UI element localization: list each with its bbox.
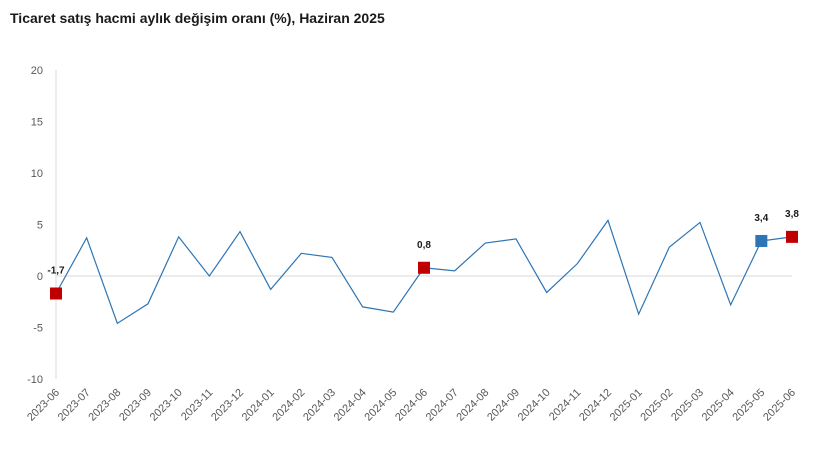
y-tick-label: 10 bbox=[31, 168, 43, 180]
x-tick-label: 2023-09 bbox=[117, 387, 154, 424]
data-label: 3,4 bbox=[754, 213, 768, 224]
x-tick-label: 2023-08 bbox=[86, 387, 123, 424]
x-tick-label: 2024-06 bbox=[393, 387, 430, 424]
x-tick-label: 2024-01 bbox=[240, 387, 277, 424]
highlight-marker bbox=[418, 261, 430, 274]
x-tick-label: 2025-01 bbox=[608, 387, 645, 424]
x-tick-label: 2023-06 bbox=[25, 387, 62, 424]
x-tick-label: 2024-09 bbox=[485, 387, 522, 424]
x-axis-ticks: 2023-062023-072023-082023-092023-102023-… bbox=[25, 387, 798, 424]
x-tick-label: 2024-12 bbox=[577, 387, 614, 424]
chart-title: Ticaret satış hacmi aylık değişim oranı … bbox=[10, 10, 385, 26]
data-label: 0,8 bbox=[417, 240, 431, 251]
y-tick-label: 20 bbox=[31, 65, 43, 77]
highlight-markers bbox=[50, 230, 798, 300]
y-tick-label: -10 bbox=[27, 374, 43, 386]
data-labels: -1,7 0,8 3,4 3,8 bbox=[47, 209, 799, 277]
x-tick-label: 2024-08 bbox=[454, 387, 491, 424]
x-tick-label: 2024-04 bbox=[332, 387, 369, 424]
highlight-marker bbox=[786, 230, 798, 243]
y-tick-label: 0 bbox=[37, 271, 43, 283]
x-tick-label: 2024-07 bbox=[424, 387, 461, 424]
x-tick-label: 2025-06 bbox=[761, 387, 798, 424]
y-axis-ticks: -10 -5 0 5 10 15 20 bbox=[27, 65, 43, 386]
x-tick-label: 2024-10 bbox=[516, 387, 553, 424]
x-tick-label: 2025-04 bbox=[700, 387, 737, 424]
x-tick-label: 2023-07 bbox=[56, 387, 93, 424]
y-tick-label: 15 bbox=[31, 117, 43, 129]
x-tick-label: 2023-10 bbox=[148, 387, 185, 424]
y-tick-label: -5 bbox=[33, 323, 43, 335]
x-tick-label: 2024-02 bbox=[270, 387, 307, 424]
data-label: 3,8 bbox=[785, 209, 799, 220]
x-tick-label: 2025-02 bbox=[638, 387, 675, 424]
x-tick-label: 2024-11 bbox=[547, 387, 583, 423]
y-tick-label: 5 bbox=[37, 220, 43, 232]
x-tick-label: 2023-12 bbox=[209, 387, 246, 424]
data-label: -1,7 bbox=[47, 266, 65, 277]
x-tick-label: 2025-03 bbox=[669, 387, 706, 424]
highlight-marker bbox=[50, 287, 62, 300]
x-tick-label: 2023-11 bbox=[179, 387, 215, 423]
highlight-marker bbox=[755, 234, 768, 247]
x-tick-label: 2024-05 bbox=[362, 387, 399, 424]
x-tick-label: 2025-05 bbox=[730, 387, 767, 424]
x-tick-label: 2024-03 bbox=[301, 387, 338, 424]
